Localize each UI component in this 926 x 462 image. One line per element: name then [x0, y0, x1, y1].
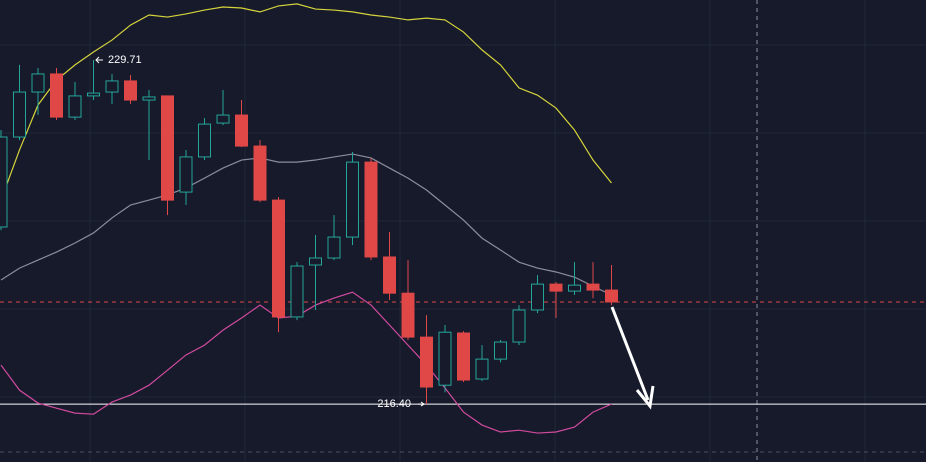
band-line [0, 153, 612, 296]
band-line [0, 291, 612, 434]
candle-body [50, 73, 63, 118]
candle-body [549, 283, 563, 292]
candle-body [105, 80, 119, 93]
candle-body [68, 95, 82, 118]
candle-body [0, 136, 8, 228]
candle-body [438, 331, 452, 386]
candle-body [87, 92, 100, 97]
candle-body [198, 123, 211, 158]
label-arrow [418, 401, 425, 407]
candle-body [568, 284, 581, 292]
candle-body [13, 91, 26, 138]
candle-body [475, 358, 489, 380]
candle-body [216, 114, 230, 124]
candle-body [383, 256, 396, 294]
label-arrow [95, 56, 103, 64]
candle-body [272, 199, 285, 318]
candle-body [457, 332, 470, 381]
low-label: 216.40 [377, 398, 411, 410]
candle-body [309, 257, 322, 266]
candle-body [31, 73, 45, 93]
candle-body [235, 114, 248, 147]
high-label: 229.71 [108, 54, 142, 66]
candle-body [531, 283, 544, 311]
candle-body [179, 156, 193, 193]
candle-body [124, 80, 137, 101]
candle-body [142, 96, 156, 101]
candle-body [290, 265, 304, 318]
candle-body [327, 236, 341, 259]
candle-body [420, 336, 433, 388]
candle-body [161, 95, 174, 201]
trend-arrow-head [635, 385, 655, 410]
candle-body [364, 161, 378, 258]
candle-body [253, 145, 267, 201]
candle-body [605, 289, 618, 303]
band-line [0, 3, 612, 201]
candle-body [346, 161, 359, 238]
candle-body [494, 341, 507, 360]
plot: 229.71 216.40 [0, 3, 926, 434]
candle-body [586, 283, 600, 291]
candle-body [401, 292, 415, 338]
candle-body [512, 309, 526, 343]
trend-arrow [610, 306, 650, 401]
